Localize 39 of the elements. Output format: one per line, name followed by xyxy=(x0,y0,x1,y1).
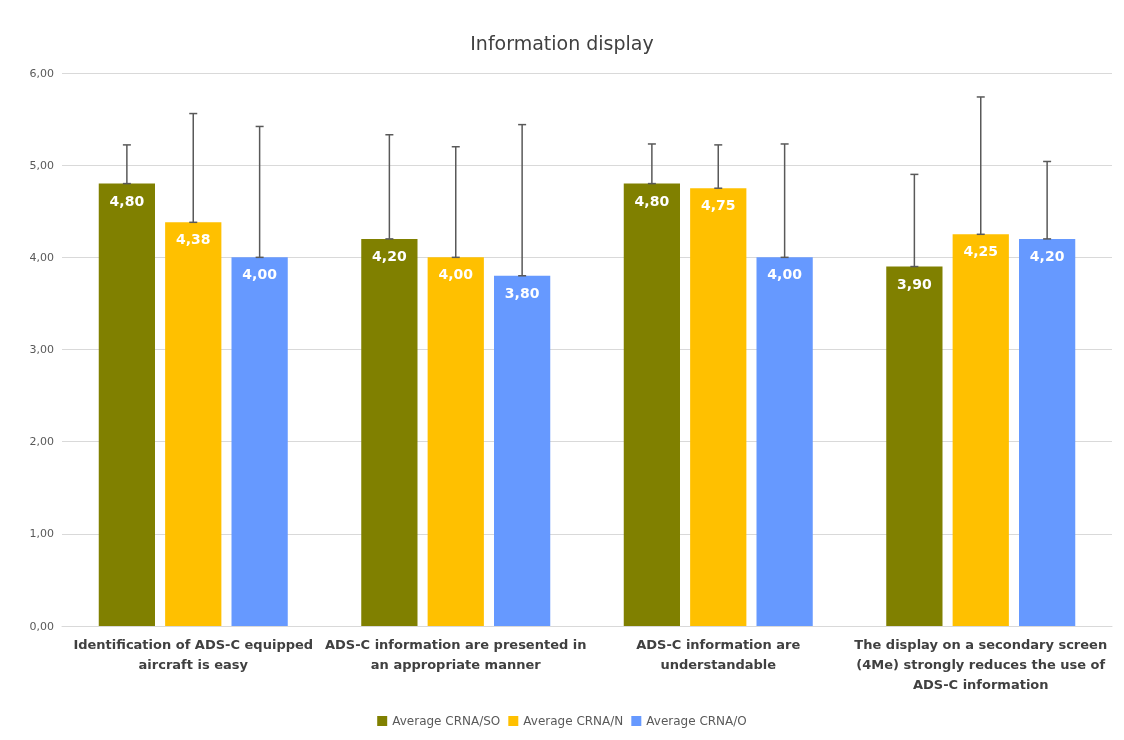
bar xyxy=(231,257,288,626)
y-tick-label: 4,00 xyxy=(29,250,54,264)
data-label: 4,80 xyxy=(634,192,670,209)
data-label: 4,00 xyxy=(767,266,803,283)
bar xyxy=(623,183,680,626)
legend-label: Average CRNA/N xyxy=(523,714,624,728)
data-label: 4,25 xyxy=(963,243,999,260)
data-label: 4,38 xyxy=(175,231,211,248)
data-label: 3,90 xyxy=(897,275,932,292)
y-tick-label: 0,00 xyxy=(29,619,54,633)
bar xyxy=(98,183,155,626)
data-label: 4,75 xyxy=(700,197,736,214)
data-label: 3,80 xyxy=(504,284,540,301)
x-tick-label: Identification of ADS-C equipped aircraft is easy xyxy=(73,636,314,672)
legend-label: Average CRNA/O xyxy=(646,714,747,728)
y-tick-label: 5,00 xyxy=(29,158,54,172)
data-label: 4,00 xyxy=(438,266,474,283)
bar xyxy=(427,257,484,626)
y-tick-label: 1,00 xyxy=(29,527,54,541)
y-tick-label: 3,00 xyxy=(29,343,54,356)
x-tick-label: ADS-C information are presented in an appropriate manner xyxy=(324,636,587,672)
bar xyxy=(952,234,1009,626)
bar xyxy=(361,238,418,626)
y-tick-label: 6,00 xyxy=(29,66,54,80)
bar xyxy=(165,222,222,626)
y-tick-label: 2,00 xyxy=(29,435,54,449)
x-tick-label: The display on a secondary screen (4Me) strongly reduces the use of ADS-C information xyxy=(854,636,1108,692)
bar xyxy=(690,188,747,626)
bar xyxy=(1019,238,1076,626)
bar xyxy=(886,266,943,626)
data-label: 4,80 xyxy=(109,192,145,209)
legend-label: Average CRNA/SO xyxy=(392,714,501,728)
data-label: 4,00 xyxy=(242,266,278,283)
data-label: 4,20 xyxy=(1029,247,1065,264)
data-label: 4,20 xyxy=(372,247,407,264)
x-tick-label: ADS-C information are understandable xyxy=(636,636,801,672)
bar xyxy=(756,257,813,626)
bar xyxy=(494,275,551,626)
chart-title: Information display xyxy=(470,31,654,54)
